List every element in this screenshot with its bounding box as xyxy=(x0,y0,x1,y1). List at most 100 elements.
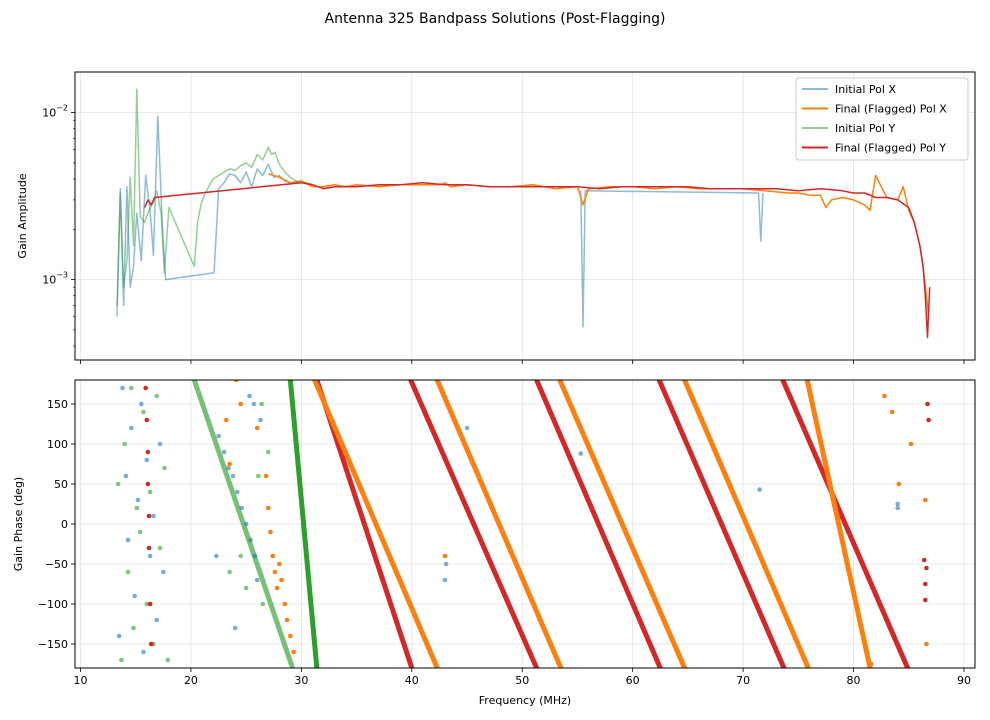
phase-x-tick-label: 80 xyxy=(847,674,861,687)
phase-point-initial-pol-x xyxy=(443,561,449,567)
phase-point-final-flagged-pol-x xyxy=(268,529,273,535)
phase-point-final-flagged-pol-x xyxy=(288,633,293,639)
legend-label: Initial Pol Y xyxy=(835,122,895,135)
phase-point-initial-pol-x xyxy=(157,441,163,447)
phase-point-initial-pol-x xyxy=(161,569,166,575)
phase-x-tick-label: 20 xyxy=(184,674,198,687)
phase-point-initial-pol-x xyxy=(141,649,146,655)
phase-point-final-flagged-pol-x xyxy=(284,617,290,623)
phase-point-final-flagged-pol-x xyxy=(263,473,269,479)
phase-x-tick-label: 30 xyxy=(294,674,308,687)
phase-track-final-flagged-pol-x xyxy=(434,380,564,668)
phase-point-final-flagged-pol-y xyxy=(147,601,153,607)
phase-point-final-flagged-pol-y xyxy=(924,565,929,571)
phase-x-tick-label: 40 xyxy=(405,674,419,687)
phase-point-final-flagged-pol-x xyxy=(279,577,284,583)
phase-point-initial-pol-x xyxy=(144,457,150,463)
phase-series-layer xyxy=(115,380,931,668)
phase-point-final-flagged-pol-y xyxy=(923,597,928,603)
phase-ticks: 10 20 30 40 50 60 70 80 90 −150 −100 −50 0 50 100 150 xyxy=(38,398,971,687)
phase-point-initial-pol-x xyxy=(464,425,470,431)
phase-point-final-flagged-pol-x xyxy=(291,649,296,655)
phase-point-initial-pol-x xyxy=(251,401,257,407)
phase-y-axis-label: Gain Phase (deg) xyxy=(12,477,25,571)
phase-point-initial-pol-x xyxy=(235,489,240,495)
phase-point-initial-pol-x xyxy=(252,553,258,559)
phase-track-initial-pol-y xyxy=(191,380,296,668)
phase-point-initial-pol-y xyxy=(259,401,264,407)
phase-point-initial-pol-y xyxy=(260,601,266,607)
phase-point-initial-pol-y xyxy=(122,441,127,447)
amplitude-y-tick-exponent: −3 xyxy=(56,271,68,280)
phase-y-tick-label: −150 xyxy=(38,638,68,651)
amplitude-y-axis-label: Gain Amplitude xyxy=(16,173,29,258)
phase-point-final-flagged-pol-x xyxy=(882,393,887,399)
phase-point-initial-pol-x xyxy=(895,501,900,507)
phase-point-initial-pol-x xyxy=(125,537,131,543)
phase-y-tick-label: 100 xyxy=(47,438,68,451)
phase-point-final-flagged-pol-x xyxy=(272,569,278,575)
phase-point-initial-pol-x xyxy=(120,385,125,391)
phase-point-initial-pol-y xyxy=(265,449,271,455)
phase-x-tick-label: 60 xyxy=(626,674,640,687)
phase-x-tick-label: 10 xyxy=(74,674,88,687)
phase-point-final-flagged-pol-x xyxy=(274,585,280,591)
phase-point-initial-pol-x xyxy=(214,553,219,559)
phase-point-final-flagged-pol-x xyxy=(896,481,902,487)
phase-point-final-flagged-pol-y xyxy=(146,513,152,519)
phase-point-initial-pol-x xyxy=(230,473,236,479)
phase-point-final-flagged-pol-y xyxy=(145,481,151,487)
phase-point-final-flagged-pol-x xyxy=(227,461,232,467)
phase-point-initial-pol-x xyxy=(135,497,141,503)
phase-point-initial-pol-y xyxy=(119,657,124,663)
phase-point-initial-pol-y xyxy=(129,385,134,391)
amplitude-line-initial-pol-x-spikes xyxy=(580,190,764,328)
phase-point-initial-pol-x xyxy=(151,513,156,519)
phase-x-tick-label: 50 xyxy=(515,674,529,687)
phase-point-initial-pol-y xyxy=(238,553,243,559)
phase-grid xyxy=(75,380,975,668)
phase-point-initial-pol-x xyxy=(226,465,231,471)
phase-point-final-flagged-pol-y xyxy=(144,417,150,423)
phase-point-final-flagged-pol-x xyxy=(889,409,895,415)
phase-point-final-flagged-pol-x xyxy=(238,401,243,407)
phase-point-initial-pol-x xyxy=(216,433,221,439)
phase-point-final-flagged-pol-x xyxy=(254,425,260,431)
phase-x-axis-label: Frequency (MHz) xyxy=(479,694,571,707)
phase-point-initial-pol-y xyxy=(134,505,140,511)
amplitude-y-tick-exponent: −2 xyxy=(56,104,68,113)
amplitude-line-initial-pol-y xyxy=(116,88,313,306)
phase-point-final-flagged-pol-x xyxy=(276,561,282,567)
phase-point-final-flagged-pol-x xyxy=(233,380,239,383)
phase-point-final-flagged-pol-x xyxy=(924,641,929,647)
phase-point-final-flagged-pol-x xyxy=(223,417,229,423)
phase-y-tick-label: 150 xyxy=(47,398,68,411)
legend-label: Final (Flagged) Pol Y xyxy=(835,142,946,155)
phase-point-initial-pol-x xyxy=(116,633,122,639)
phase-point-initial-pol-y xyxy=(147,489,153,495)
phase-point-initial-pol-y xyxy=(157,545,163,551)
phase-point-initial-pol-y xyxy=(154,393,160,399)
phase-point-final-flagged-pol-y xyxy=(925,401,930,407)
phase-point-final-flagged-pol-x xyxy=(282,601,288,607)
legend-box xyxy=(795,77,969,161)
phase-y-tick-label: 50 xyxy=(54,478,68,491)
phase-track-initial-pol-y xyxy=(287,380,320,668)
phase-point-initial-pol-x xyxy=(221,449,227,455)
amplitude-line-initial-pol-x xyxy=(116,115,291,317)
phase-point-initial-pol-x xyxy=(154,617,160,623)
phase-point-initial-pol-x xyxy=(239,505,245,511)
phase-point-final-flagged-pol-y xyxy=(146,545,152,551)
figure-title: Antenna 325 Bandpass Solutions (Post-Fla… xyxy=(324,11,666,27)
phase-point-final-flagged-pol-y xyxy=(921,557,927,563)
phase-y-tick-label: −50 xyxy=(45,558,68,571)
phase-point-initial-pol-x xyxy=(757,487,762,492)
phase-y-tick-label: 0 xyxy=(61,518,68,531)
phase-point-initial-pol-x xyxy=(442,577,448,583)
phase-point-final-flagged-pol-x xyxy=(265,505,271,511)
phase-point-initial-pol-x xyxy=(254,577,260,583)
phase-point-initial-pol-x xyxy=(123,473,129,479)
phase-point-final-flagged-pol-x xyxy=(442,553,448,559)
phase-track-final-flagged-pol-y xyxy=(656,380,787,668)
